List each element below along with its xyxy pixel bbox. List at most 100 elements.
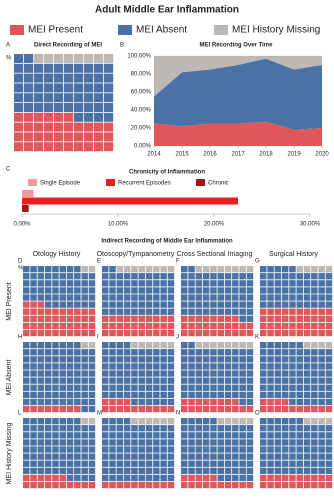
waffle-cell [116, 391, 124, 398]
waffle-cell [160, 439, 167, 446]
waffle-cell [267, 418, 274, 425]
waffle-cell [64, 54, 74, 63]
waffle-cell [109, 273, 116, 280]
waffle-cell [267, 322, 274, 330]
waffle-cell [167, 460, 175, 467]
waffle-cell [88, 266, 96, 273]
waffle-cell [102, 439, 109, 446]
waffle-cell [160, 301, 167, 308]
waffle-cell [88, 342, 96, 349]
waffle-cell [181, 377, 188, 384]
waffle-cell [210, 266, 217, 273]
waffle-cell [123, 398, 131, 406]
waffle-cell [260, 370, 267, 377]
area [154, 58, 322, 130]
waffle-cell [81, 439, 88, 446]
waffle-cell [202, 315, 210, 322]
waffle-cell [74, 54, 84, 63]
waffle-cell [66, 363, 74, 370]
waffle-cell [195, 370, 203, 377]
waffle-cell [81, 453, 88, 460]
waffle-cell [59, 467, 66, 474]
waffle-cell [59, 384, 66, 391]
waffle-cell [102, 460, 109, 467]
waffle-cell [74, 391, 81, 398]
waffle-cell [102, 308, 109, 315]
waffle-cell [160, 349, 167, 356]
waffle-cell [145, 398, 153, 406]
waffle-cell [138, 356, 145, 363]
waffle-cell [232, 481, 239, 489]
waffle-cell [303, 363, 311, 370]
waffle-cell [131, 301, 138, 308]
waffle-cell [246, 405, 254, 413]
waffle-cell [109, 460, 116, 467]
waffle-cell [131, 377, 138, 384]
waffle-cell [289, 453, 296, 460]
waffle-cell [160, 418, 167, 425]
waffle-cell [303, 398, 311, 406]
waffle-cell [54, 132, 64, 142]
waffle-cell [153, 322, 160, 330]
waffle-cell [224, 418, 232, 425]
waffle-cell [303, 287, 311, 294]
waffle-cell [267, 481, 274, 489]
waffle-cell [145, 301, 153, 308]
waffle-cell [30, 280, 37, 287]
label: Otology History [33, 251, 81, 258]
waffle-cell [102, 356, 109, 363]
waffle-cell [303, 329, 311, 337]
label: 2015 [175, 152, 189, 158]
waffle-cell [239, 322, 246, 330]
waffle-cell [167, 356, 175, 363]
waffle-cell [131, 481, 138, 489]
waffle-cell [30, 405, 37, 413]
waffle-cell [260, 266, 267, 273]
waffle-cell [167, 467, 175, 474]
waffle-cell [296, 308, 303, 315]
waffle-cell [311, 439, 318, 446]
waffle-cell [246, 301, 254, 308]
waffle-cell [267, 329, 274, 337]
waffle-cell [44, 73, 54, 83]
waffle-cell [66, 315, 74, 322]
waffle-cell [303, 315, 311, 322]
waffle-cell [325, 460, 333, 467]
waffle-cell [30, 294, 37, 301]
waffle-cell [210, 384, 217, 391]
waffle-cell [34, 132, 44, 142]
waffle-cell [311, 391, 318, 398]
waffle-cell [289, 308, 296, 315]
waffle-cell [138, 329, 145, 337]
waffle-cell [52, 432, 59, 439]
waffle-cell [44, 370, 52, 377]
waffle-cell [109, 446, 116, 453]
waffle-cell [260, 329, 267, 337]
waffle-cell [325, 329, 333, 337]
waffle-cell [74, 142, 84, 152]
waffle-cell [246, 453, 254, 460]
waffle-cell [153, 384, 160, 391]
waffle-cell [109, 322, 116, 330]
waffle-cell [232, 349, 239, 356]
waffle-cell [88, 329, 96, 337]
waffle-cell [44, 363, 52, 370]
waffle-cell [109, 280, 116, 287]
waffle-cell [131, 273, 138, 280]
waffle-cell [145, 418, 153, 425]
waffle-cell [109, 418, 116, 425]
waffle-cell [318, 439, 325, 446]
waffle-cell [74, 349, 81, 356]
label: 0.00% [13, 222, 31, 228]
waffle-cell [274, 356, 282, 363]
waffle-cell [116, 301, 124, 308]
waffle-cell [123, 481, 131, 489]
waffle-cell [74, 377, 81, 384]
waffle-cell [116, 453, 124, 460]
waffle-cell [296, 460, 303, 467]
waffle-cell [210, 405, 217, 413]
waffle-cell [217, 453, 224, 460]
waffle-cell [116, 446, 124, 453]
waffle-cell [232, 287, 239, 294]
waffle-cell [188, 363, 195, 370]
